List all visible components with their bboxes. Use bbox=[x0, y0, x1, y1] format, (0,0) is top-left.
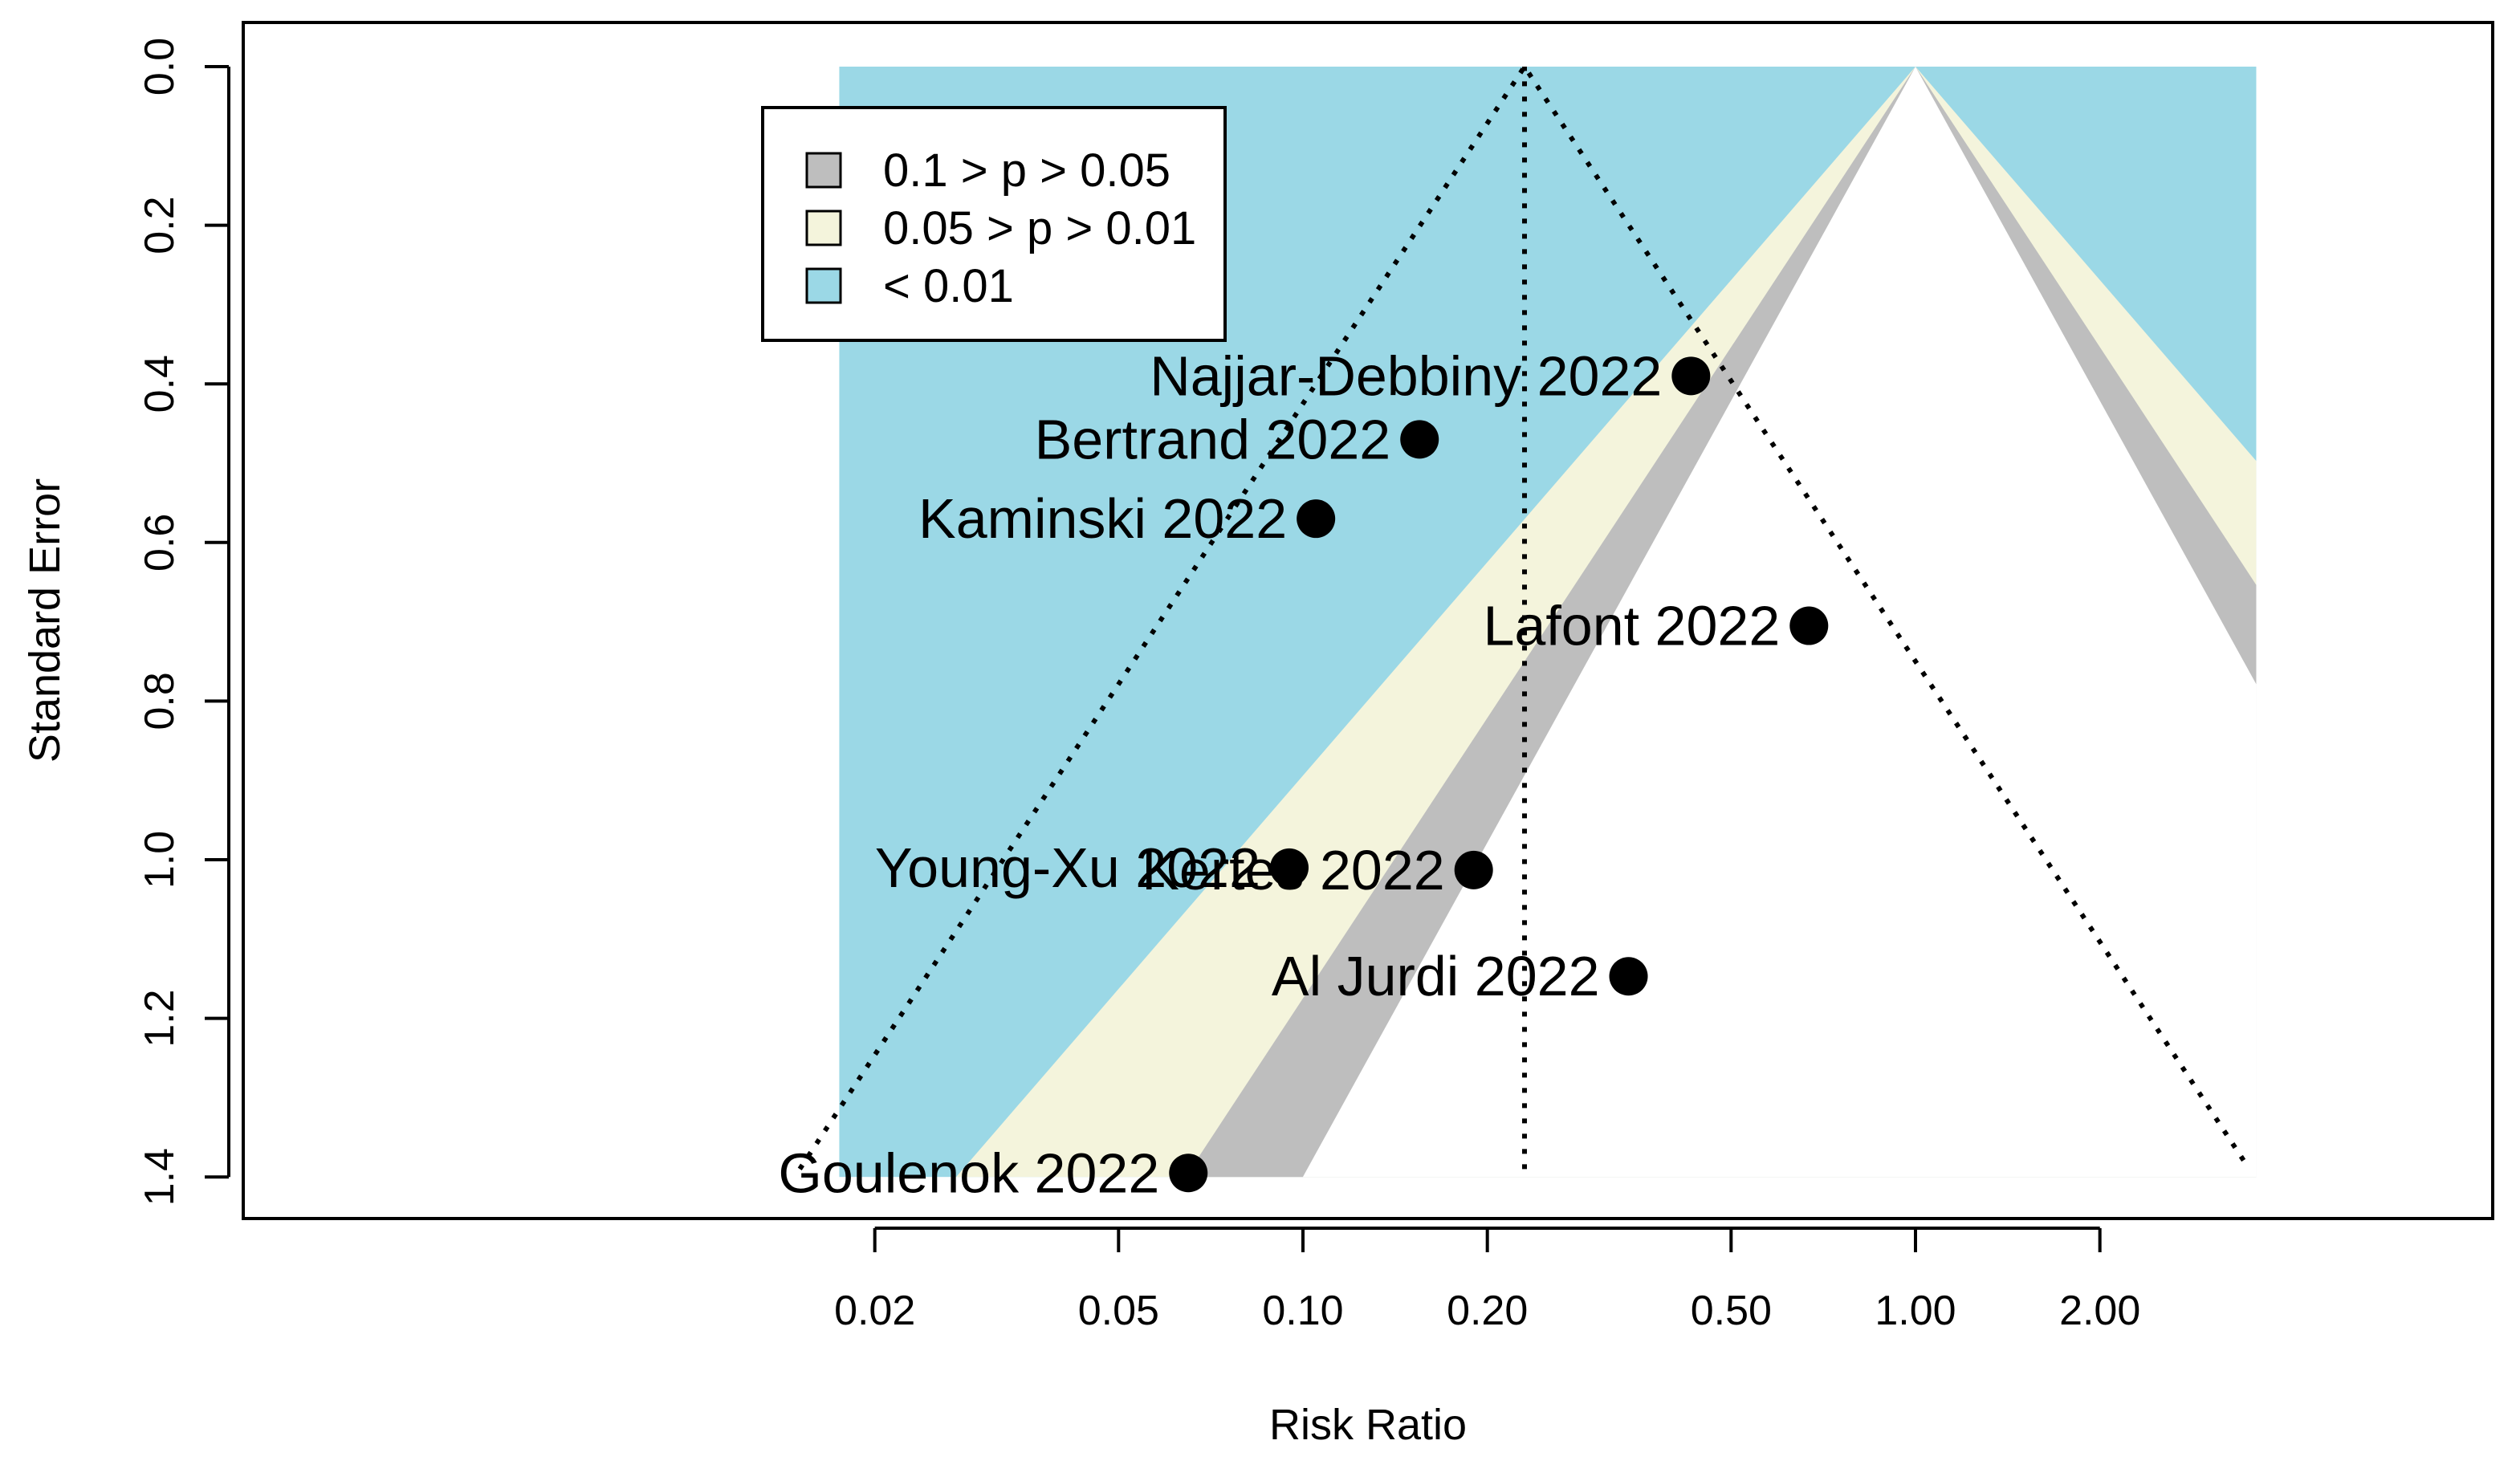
y-tick-label: 1.0 bbox=[136, 831, 183, 889]
legend-swatch bbox=[805, 210, 842, 246]
study-point bbox=[1609, 957, 1648, 996]
region-p-gt-0.1 bbox=[1302, 67, 2257, 1178]
x-axis-title: Risk Ratio bbox=[1269, 1401, 1467, 1449]
study-label: Najjar-Debbiny 2022 bbox=[1150, 344, 1662, 407]
y-axis-title: Standard Error bbox=[21, 478, 69, 763]
study-label: Lafont 2022 bbox=[1483, 595, 1780, 657]
legend-label: < 0.01 bbox=[883, 260, 1014, 312]
legend: 0.1 > p > 0.050.05 > p > 0.01 < 0.01 bbox=[761, 106, 1227, 342]
y-tick-label: 0.0 bbox=[136, 38, 183, 96]
x-tick-label: 0.50 bbox=[1691, 1288, 1772, 1334]
x-tick-label: 0.20 bbox=[1447, 1288, 1528, 1334]
y-tick-label: 0.2 bbox=[136, 196, 183, 254]
study-point bbox=[1169, 1154, 1208, 1193]
study-label: Goulenok 2022 bbox=[778, 1141, 1159, 1204]
study-label: Kertes 2022 bbox=[1142, 839, 1444, 901]
study-point bbox=[1270, 848, 1309, 887]
y-axis: 0.0 0.2 0.4 0.6 0.8 1.0 1.2 1.4 bbox=[136, 38, 230, 1206]
y-tick-label: 1.4 bbox=[136, 1148, 183, 1206]
x-tick-label: 0.05 bbox=[1078, 1288, 1159, 1334]
study-label: Young-Xu 2022 bbox=[875, 836, 1260, 899]
study-label: Kaminski 2022 bbox=[918, 487, 1287, 550]
study-point bbox=[1400, 420, 1439, 459]
x-tick-label: 0.02 bbox=[834, 1288, 915, 1334]
legend-label: 0.1 > p > 0.05 bbox=[883, 144, 1170, 197]
significance-contours bbox=[839, 67, 2257, 1178]
study-point bbox=[1671, 356, 1711, 396]
x-tick-label: 2.00 bbox=[2059, 1288, 2140, 1334]
study-point bbox=[1297, 499, 1336, 539]
y-tick-label: 0.4 bbox=[136, 355, 183, 413]
study-point bbox=[1454, 850, 1493, 889]
y-tick-label: 1.2 bbox=[136, 989, 183, 1047]
x-tick-label: 1.00 bbox=[1875, 1288, 1956, 1334]
study-point bbox=[1789, 606, 1829, 645]
x-axis: 0.02 0.05 0.10 0.20 0.50 1.00 2.00 bbox=[834, 1227, 2140, 1334]
legend-swatch bbox=[805, 152, 842, 189]
legend-label: 0.05 > p > 0.01 bbox=[883, 202, 1196, 254]
legend-swatch bbox=[805, 267, 842, 304]
y-tick-label: 0.8 bbox=[136, 672, 183, 730]
y-tick-label: 0.6 bbox=[136, 514, 183, 572]
plot-frame bbox=[242, 21, 2494, 1220]
study-label: Al Jurdi 2022 bbox=[1272, 945, 1600, 1007]
x-tick-label: 0.10 bbox=[1262, 1288, 1343, 1334]
funnel-lines bbox=[797, 62, 2252, 1170]
study-label: Bertrand 2022 bbox=[1035, 408, 1391, 470]
funnel-ci-lines bbox=[797, 62, 2252, 1170]
